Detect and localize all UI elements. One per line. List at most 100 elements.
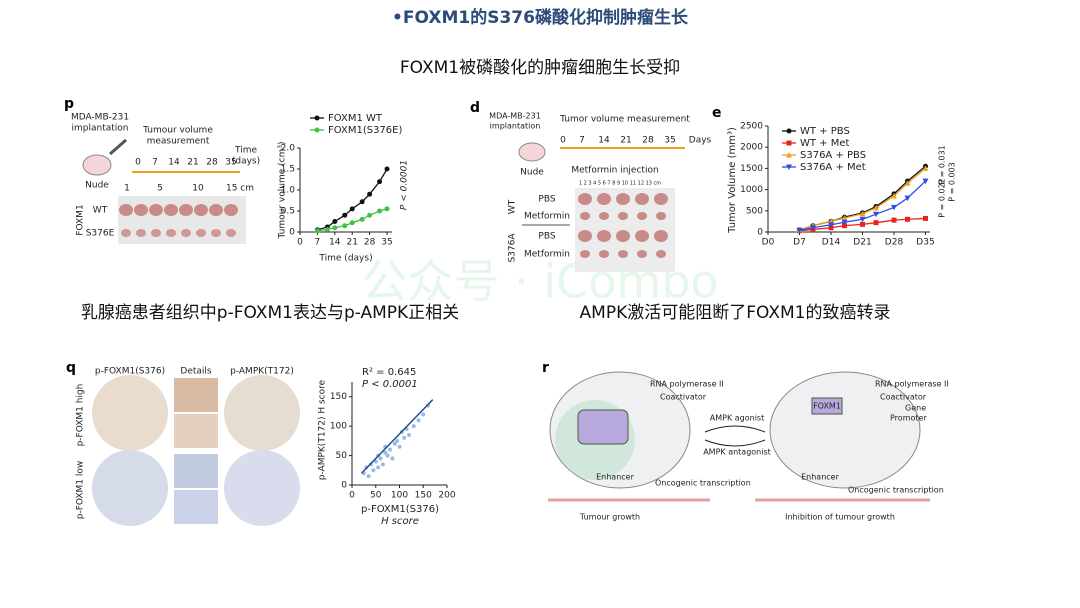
tumours [578, 193, 668, 258]
x-tick-label: 14 [329, 238, 341, 248]
foxm1-complex [577, 409, 629, 445]
y-tick-label: 0 [289, 228, 295, 238]
marker [859, 216, 866, 223]
caption: AMPK激活可能阻断了FOXM1的致癌转录 [580, 303, 891, 323]
label: Promoter [890, 414, 927, 423]
label: MDA-MB-231 [489, 112, 541, 121]
marker [367, 191, 373, 197]
label: Oncogenic transcription [848, 486, 944, 495]
x-axis-label: H score [381, 516, 419, 527]
legend-label: FOXM1(S376E) [328, 125, 402, 136]
point [385, 453, 390, 458]
label: 7 [152, 158, 158, 168]
marker [349, 206, 355, 212]
point [407, 432, 411, 437]
marker [923, 215, 928, 221]
tumour [119, 204, 133, 216]
marker [359, 199, 365, 205]
tumour [618, 250, 628, 258]
panel-p-schematic: p MDA-MB-231 implantation Tumour volume … [64, 96, 260, 244]
axis [299, 148, 392, 233]
y-tick-label: 1.5 [281, 165, 295, 175]
x-tick-label: 0 [297, 238, 303, 248]
fit-line [360, 399, 434, 474]
label: Enhancer [801, 473, 839, 482]
tumour [151, 229, 161, 237]
tumours [119, 204, 238, 237]
marker [349, 220, 355, 226]
tissue-core [92, 375, 168, 451]
label: Days [689, 136, 712, 146]
label: FOXM1 [813, 402, 841, 411]
label: 0 [135, 158, 141, 168]
marker [891, 217, 897, 223]
x-tick-label: D28 [885, 238, 904, 248]
panel-label: p [64, 96, 74, 112]
label: PBS [538, 232, 555, 242]
panel-label: r [542, 360, 549, 376]
marker [859, 210, 866, 217]
marker [841, 215, 848, 221]
marker [922, 165, 929, 171]
marker [332, 219, 338, 224]
tumour [136, 229, 146, 237]
annotation: R² = 0.645 [362, 367, 416, 378]
label: measurement [147, 137, 210, 147]
y-tick-label: 100 [330, 422, 347, 432]
label: Oncogenic transcription [655, 479, 751, 488]
y-tick-label: 0 [341, 481, 347, 491]
y-tick-label: 50 [336, 451, 348, 461]
point [397, 444, 402, 449]
marker [873, 220, 879, 226]
tumour [656, 212, 666, 220]
label: RNA polymerase II [875, 380, 949, 389]
tissue-core [92, 450, 168, 526]
point [383, 450, 388, 455]
panel-label: d [470, 100, 480, 116]
label: RNA polymerase II [650, 380, 724, 389]
label: Tumour growth [579, 513, 640, 522]
label: Gene [905, 404, 926, 413]
label: 21 [187, 158, 198, 168]
x-tick-label: 7 [315, 238, 321, 248]
panel-d-schematic: d MDA-MB-231 implantation Tumor volume m… [470, 100, 712, 272]
x-tick-label: 150 [415, 491, 432, 501]
label: Coactivator [660, 393, 707, 402]
x-tick-label: D14 [822, 238, 841, 248]
marker [796, 227, 803, 234]
tumour [166, 229, 176, 237]
x-axis-label: p-FOXM1(S376) [361, 504, 439, 515]
label: implantation [490, 122, 541, 131]
x-tick-label: 0 [349, 491, 355, 501]
foxm1-box [811, 397, 843, 415]
mouse-icon [518, 142, 546, 162]
annotation: P = 0.022 [938, 178, 947, 218]
marker [828, 222, 834, 228]
label: 7 [579, 136, 585, 146]
x-tick-label: 50 [370, 491, 382, 501]
marker [891, 192, 897, 199]
y-tick-label: 150 [330, 392, 347, 402]
marker [841, 219, 848, 226]
tumour [637, 250, 647, 258]
marker [873, 204, 879, 211]
tumour [637, 212, 647, 220]
arrow [704, 439, 766, 447]
marker [314, 228, 320, 234]
label: 14 [598, 136, 610, 146]
label: Enhancer [596, 473, 634, 482]
legend-label: WT + PBS [800, 126, 850, 137]
annotation: P < 0.0001 [400, 160, 410, 210]
label: Time [234, 146, 257, 156]
tumour [618, 212, 628, 220]
tumour [635, 230, 649, 242]
label: Nude [85, 181, 109, 191]
y-tick-label: 0.5 [281, 207, 295, 217]
label: 35 [225, 158, 236, 168]
point [392, 441, 397, 446]
legend-label: FOXM1 WT [328, 113, 383, 124]
caption: FOXM1被磷酸化的肿瘤细胞生长受抑 [400, 58, 680, 78]
marker [342, 212, 348, 218]
marker [905, 216, 910, 222]
